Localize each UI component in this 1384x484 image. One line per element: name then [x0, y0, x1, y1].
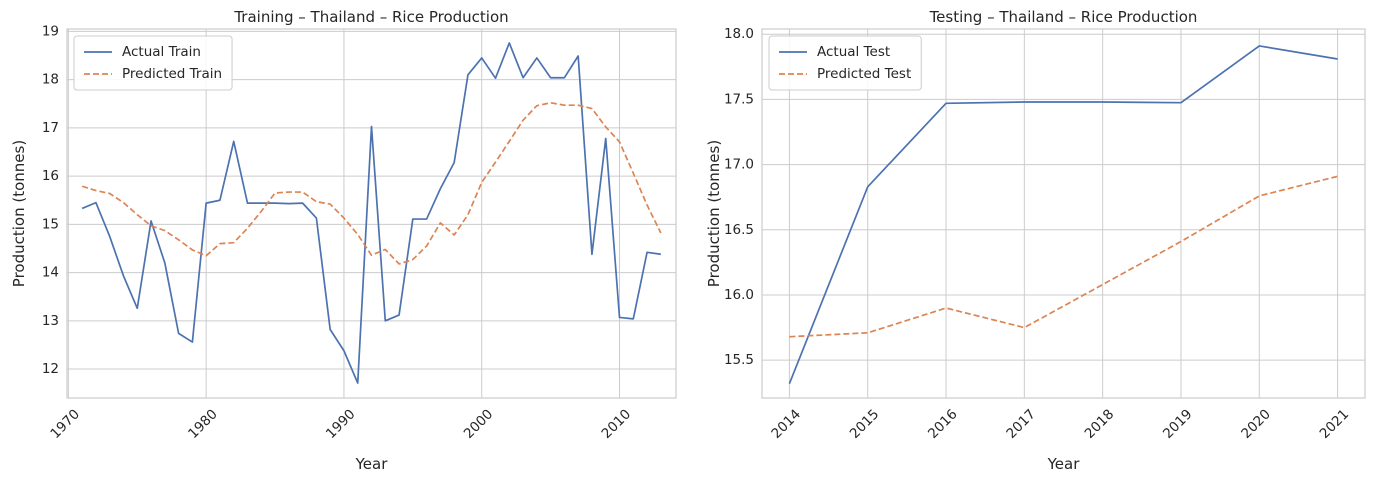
- training-y-tick-label: 12: [42, 361, 59, 377]
- predicted-train-line: [81, 101, 662, 265]
- testing-x-tick-label: 2021: [1317, 406, 1353, 442]
- training-y-tick-label: 17: [42, 120, 59, 136]
- testing-y-tick-label: 17.0: [724, 157, 754, 173]
- testing-x-tick-label: 2014: [768, 406, 804, 442]
- testing-y-axis-label: Production (tonnes): [705, 140, 723, 287]
- testing-legend: Actual Test Predicted Test: [768, 35, 922, 91]
- testing-plot-frame: [761, 28, 1366, 399]
- training-x-tick-label: 1990: [323, 406, 359, 442]
- training-chart-title: Training – Thailand – Rice Production: [233, 8, 508, 26]
- legend-label-predicted-test: Predicted Test: [817, 66, 911, 82]
- training-y-tick-label: 19: [42, 23, 59, 39]
- testing-x-axis-label: Year: [1047, 455, 1081, 473]
- legend-label-actual-train: Actual Train: [122, 44, 201, 60]
- predicted-test-line: [789, 175, 1338, 338]
- testing-x-tick-label: 2017: [1003, 406, 1039, 442]
- testing-x-tick-label: 2020: [1238, 406, 1274, 442]
- legend-label-actual-test: Actual Test: [817, 44, 890, 60]
- testing-x-tick-label: 2018: [1082, 406, 1118, 442]
- testing-y-tick-label: 15.5: [724, 352, 754, 368]
- training-y-tick-label: 16: [42, 168, 59, 184]
- testing-chart: 2014 2015 2016 2017 2018 2019 2020 2021 15.5 16.0…: [705, 8, 1366, 473]
- training-x-tick-label: 2010: [599, 406, 635, 442]
- training-y-tick-label: 13: [42, 313, 59, 329]
- training-x-axis-label: Year: [355, 455, 389, 473]
- testing-legend-box: [768, 35, 922, 91]
- legend-label-predicted-train: Predicted Train: [122, 66, 222, 82]
- training-y-tick-label: 18: [42, 72, 59, 88]
- testing-y-tick-label: 18.0: [724, 26, 754, 42]
- training-legend: Actual Train Predicted Train: [73, 35, 233, 91]
- training-x-tick-label: 1980: [185, 406, 221, 442]
- training-y-tick-label: 15: [42, 216, 59, 232]
- training-x-tick-label: 1970: [47, 406, 83, 442]
- training-y-axis-label: Production (tonnes): [10, 140, 28, 287]
- testing-x-tick-label: 2019: [1160, 406, 1196, 442]
- training-x-tick-label: 2000: [461, 406, 497, 442]
- testing-y-tick-label: 16.5: [724, 222, 754, 238]
- testing-chart-title: Testing – Thailand – Rice Production: [929, 8, 1198, 26]
- training-legend-box: [73, 35, 233, 91]
- actual-train-line: [81, 42, 661, 384]
- training-chart: 1970 1980 1990 2000 2010 12 13 14 15 16 17 18 19 Tra…: [10, 8, 677, 473]
- testing-x-tick-label: 2016: [925, 406, 961, 442]
- training-plot-frame: [66, 28, 677, 399]
- actual-test-line: [788, 45, 1338, 384]
- testing-y-tick-label: 16.0: [724, 287, 754, 303]
- testing-x-tick-label: 2015: [847, 406, 883, 442]
- testing-y-tick-label: 17.5: [724, 91, 754, 107]
- training-y-tick-label: 14: [42, 265, 59, 281]
